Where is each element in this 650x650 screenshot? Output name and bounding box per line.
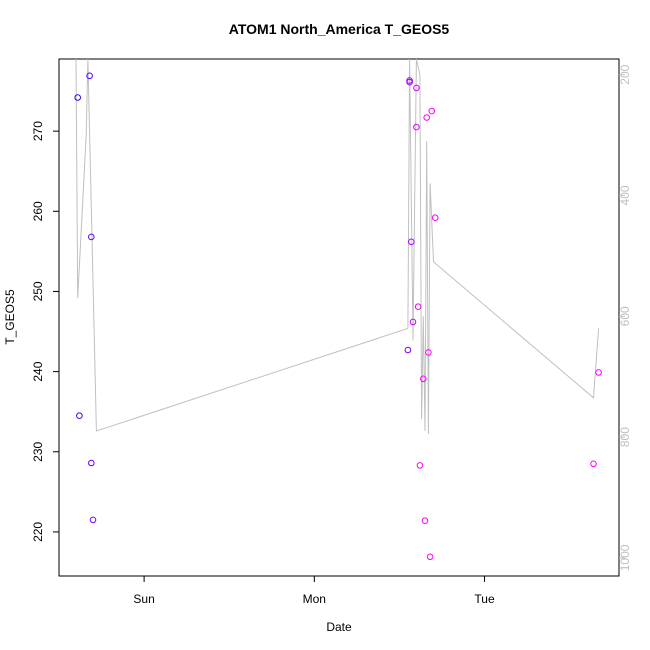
- data-point: [408, 238, 415, 246]
- y-right-tick-label: 400: [618, 185, 632, 205]
- data-point: [409, 318, 417, 326]
- y-right-tick-label: 600: [618, 306, 632, 326]
- y-left-tick-label: 250: [31, 281, 45, 301]
- x-axis-label: Date: [326, 620, 352, 634]
- plot-frame: [58, 58, 620, 577]
- data-point: [404, 346, 412, 354]
- data-point: [416, 462, 424, 469]
- data-point: [76, 412, 83, 420]
- points-layer: [74, 72, 602, 561]
- x-axis: Sun Mon Tue: [133, 576, 495, 606]
- y-left-tick-label: 220: [31, 522, 45, 542]
- y-axis-right: 200 400 600 800 1000: [618, 64, 632, 571]
- data-point: [89, 516, 97, 524]
- y-left-tick-label: 260: [31, 201, 45, 221]
- y-axis-left: 220 230 240 250 260 270: [31, 121, 59, 542]
- data-point: [428, 107, 436, 115]
- data-point: [425, 349, 432, 356]
- data-point: [88, 459, 95, 467]
- data-point: [413, 84, 420, 92]
- data-point: [413, 123, 420, 131]
- y-axis-label: T_GEOS5: [3, 289, 17, 345]
- data-point: [426, 553, 434, 561]
- data-point: [414, 303, 422, 311]
- y-right-tick-label: 800: [618, 427, 632, 447]
- y-left-tick-label: 270: [31, 121, 45, 141]
- data-point: [74, 94, 81, 101]
- y-right-tick-label: 1000: [618, 544, 632, 571]
- data-point: [88, 233, 95, 241]
- data-point: [423, 114, 431, 121]
- pressure-line: [75, 59, 600, 435]
- x-tick-label: Sun: [133, 592, 154, 606]
- y-left-tick-label: 230: [31, 441, 45, 461]
- data-point: [421, 517, 429, 525]
- x-tick-label: Mon: [303, 592, 326, 606]
- data-point: [420, 375, 427, 383]
- chart-title: ATOM1 North_America T_GEOS5: [229, 21, 450, 37]
- data-point: [595, 369, 602, 376]
- data-point: [590, 460, 597, 468]
- pressure-line-layer: [75, 59, 600, 435]
- data-point: [86, 72, 93, 80]
- y-left-tick-label: 240: [31, 361, 45, 381]
- data-point: [431, 214, 439, 221]
- x-tick-label: Tue: [474, 592, 495, 606]
- y-right-tick-label: 200: [618, 64, 632, 84]
- data-point: [406, 78, 413, 86]
